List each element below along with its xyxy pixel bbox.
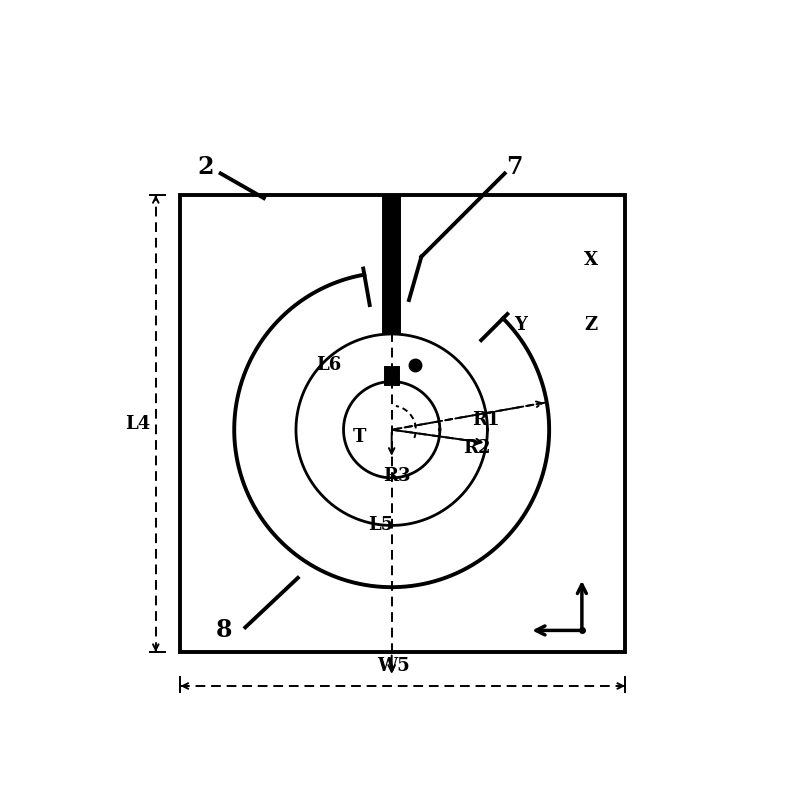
Text: R3: R3 [383,467,410,485]
Text: 7: 7 [506,156,522,180]
Text: Y: Y [514,316,527,334]
Text: L6: L6 [316,356,342,374]
Bar [180,195,625,652]
Text: L4: L4 [124,415,150,432]
Text: 2: 2 [197,156,213,180]
Text: L5: L5 [369,516,394,534]
Bar [385,367,398,385]
Bar [383,195,401,334]
Text: R2: R2 [463,439,491,457]
Text: Z: Z [585,316,598,334]
Text: R1: R1 [472,411,500,429]
Text: X: X [584,251,598,269]
Text: W5: W5 [377,657,410,675]
Text: T: T [353,428,366,446]
Text: 8: 8 [215,618,232,642]
